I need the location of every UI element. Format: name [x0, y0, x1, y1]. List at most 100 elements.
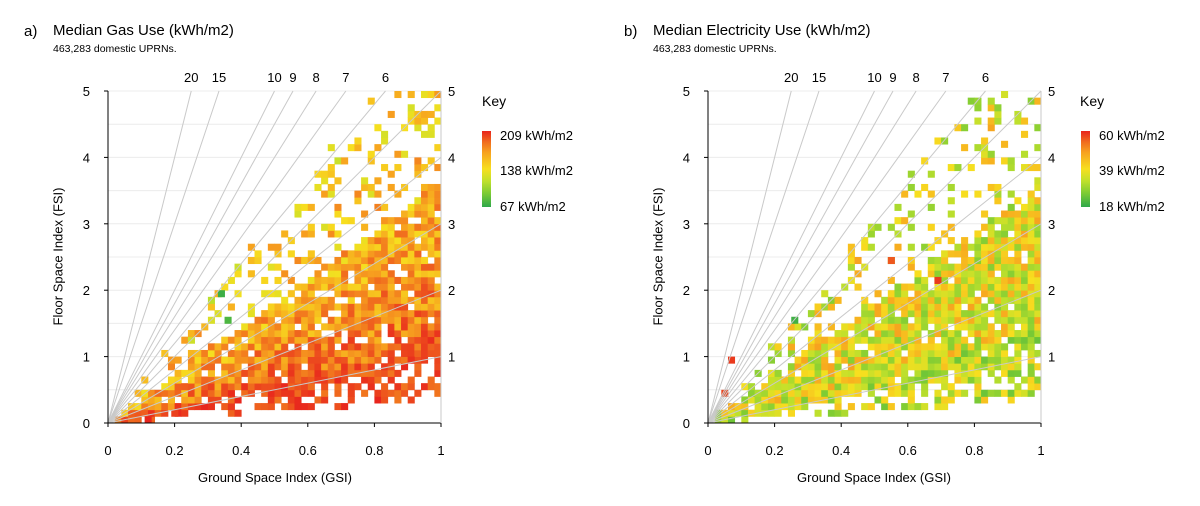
heat-cell	[947, 303, 955, 311]
heat-cell	[207, 369, 215, 377]
heat-cell	[981, 223, 989, 231]
storey-label: 10	[867, 70, 881, 85]
heat-cell	[354, 343, 362, 351]
heat-cell	[874, 396, 882, 404]
heat-cell	[274, 376, 282, 384]
heat-cell	[894, 303, 902, 311]
heat-cell	[1007, 276, 1015, 284]
heat-cell	[814, 303, 822, 311]
heat-cell	[987, 124, 995, 132]
heat-cell	[221, 369, 229, 377]
heat-cell	[427, 190, 435, 198]
heat-cell	[387, 356, 395, 364]
heat-cell	[914, 343, 922, 351]
storey-label: 1	[448, 350, 455, 365]
heat-cell	[947, 270, 955, 278]
heat-cell	[287, 369, 295, 377]
heat-cell	[894, 369, 902, 377]
heat-cell	[1001, 349, 1009, 357]
heat-cell	[834, 363, 842, 371]
heat-cell	[194, 389, 202, 397]
heat-cell	[427, 91, 435, 99]
heat-cell	[981, 137, 989, 145]
heat-cell	[834, 376, 842, 384]
heat-cell	[374, 243, 382, 251]
heat-cell	[267, 310, 275, 318]
heat-cell	[921, 183, 929, 191]
heat-cell	[787, 323, 795, 331]
heat-cell	[374, 296, 382, 304]
heat-cell	[414, 316, 422, 324]
heat-cell	[407, 230, 415, 238]
heat-cell	[387, 343, 395, 351]
heat-cell	[354, 283, 362, 291]
heat-cell	[1027, 356, 1035, 364]
heat-cell	[867, 323, 875, 331]
storey-line	[707, 223, 1042, 424]
heat-cell	[307, 336, 315, 344]
heat-cell	[347, 383, 355, 391]
heat-cell	[994, 363, 1002, 371]
panel-letter: a)	[24, 23, 38, 40]
heat-cell	[901, 330, 909, 338]
heat-cell	[921, 403, 929, 411]
x-tick-label: 1	[1037, 443, 1044, 458]
heat-cell	[994, 330, 1002, 338]
heat-cell	[847, 349, 855, 357]
heat-cell	[961, 144, 969, 152]
heat-cell	[381, 383, 389, 391]
heat-cell	[727, 403, 736, 411]
heat-cell	[367, 376, 375, 384]
heat-cell	[294, 303, 302, 311]
heat-cell	[934, 237, 942, 245]
heat-cell	[901, 336, 909, 344]
heat-cell	[361, 296, 369, 304]
heat-cell	[854, 316, 862, 324]
heat-cell	[334, 376, 342, 384]
heat-cell	[834, 349, 842, 357]
heat-cell	[334, 210, 342, 218]
heat-cell	[1034, 310, 1042, 318]
heat-cell	[387, 183, 395, 191]
heat-cell	[927, 257, 935, 265]
heat-cell	[347, 250, 355, 258]
heat-cell	[321, 223, 329, 231]
heat-cell	[1014, 283, 1022, 291]
heat-cell	[994, 257, 1002, 265]
heat-cell	[281, 336, 289, 344]
heat-cell	[401, 363, 409, 371]
heat-cell	[987, 276, 995, 284]
storey-line	[707, 157, 1042, 424]
heat-cell	[321, 336, 329, 344]
heat-cell	[301, 389, 309, 397]
heat-cell	[807, 343, 815, 351]
heat-cell	[1001, 283, 1009, 291]
heat-cell	[941, 303, 949, 311]
heat-cell	[1007, 257, 1015, 265]
heat-cell	[987, 349, 995, 357]
heat-cell	[307, 363, 315, 371]
heat-cell	[294, 330, 302, 338]
key-label-max: 60 kWh/m2	[1099, 128, 1165, 143]
heat-cell	[394, 296, 402, 304]
heat-cell	[394, 237, 402, 245]
heat-cell	[941, 250, 949, 258]
heat-cell	[261, 389, 269, 397]
heat-cell	[767, 396, 775, 404]
heat-cell	[987, 283, 995, 291]
heat-cell	[421, 217, 429, 225]
heat-cell	[387, 270, 395, 278]
heat-cell	[927, 290, 935, 298]
heat-cell	[321, 383, 329, 391]
heat-cell	[401, 223, 409, 231]
key-label-mid: 39 kWh/m2	[1099, 163, 1165, 178]
heat-cell	[421, 183, 429, 191]
heat-cell	[1007, 263, 1015, 271]
heat-cell	[827, 323, 835, 331]
heat-cell	[407, 283, 415, 291]
heat-cell	[967, 369, 975, 377]
heat-cell	[287, 403, 295, 411]
heat-cell	[227, 403, 235, 411]
heat-cell	[414, 210, 422, 218]
heat-cell	[181, 336, 189, 344]
